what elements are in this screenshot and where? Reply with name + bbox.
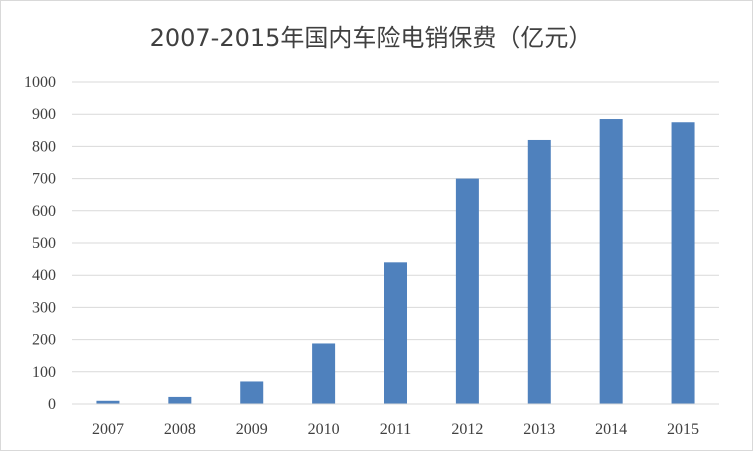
y-tick-label: 500 <box>32 235 56 252</box>
y-tick-label: 700 <box>32 171 56 188</box>
y-tick-label: 1000 <box>24 74 56 91</box>
bar-2014 <box>599 119 623 404</box>
x-tick-label: 2015 <box>667 421 699 438</box>
y-tick-label: 300 <box>32 299 56 316</box>
bar-2013 <box>527 139 551 404</box>
y-tick-label: 900 <box>32 106 56 123</box>
bar-2007 <box>96 400 120 404</box>
x-tick-label: 2009 <box>236 421 268 438</box>
x-tick-label: 2008 <box>164 421 196 438</box>
x-tick-label: 2012 <box>451 421 483 438</box>
y-tick-label: 200 <box>32 332 56 349</box>
bar-2012 <box>455 178 479 404</box>
y-tick-label: 0 <box>48 396 56 413</box>
y-axis-ticks: 0 100 200 300 400 500 600 700 800 900 1000 <box>24 74 56 413</box>
gridlines <box>72 81 719 373</box>
x-tick-label: 2013 <box>523 421 555 438</box>
bar-2009 <box>240 381 264 404</box>
y-tick-label: 400 <box>32 267 56 284</box>
x-tick-label: 2014 <box>595 421 627 438</box>
chart-title: 2007-2015年国内车险电销保费（亿元） <box>150 24 593 52</box>
x-axis-ticks: 2007 2008 2009 2010 2011 2012 2013 2014 2015 <box>92 421 699 438</box>
x-tick-label: 2010 <box>308 421 340 438</box>
y-tick-label: 100 <box>32 364 56 381</box>
bar-2011 <box>384 262 407 404</box>
bar-2010 <box>312 343 336 404</box>
y-tick-label: 800 <box>32 138 56 155</box>
x-tick-label: 2007 <box>92 421 124 438</box>
y-tick-label: 600 <box>32 203 56 220</box>
x-tick-label: 2011 <box>380 421 411 438</box>
bar-2008 <box>168 396 192 404</box>
bars <box>96 119 695 404</box>
bar-2015 <box>671 122 695 404</box>
